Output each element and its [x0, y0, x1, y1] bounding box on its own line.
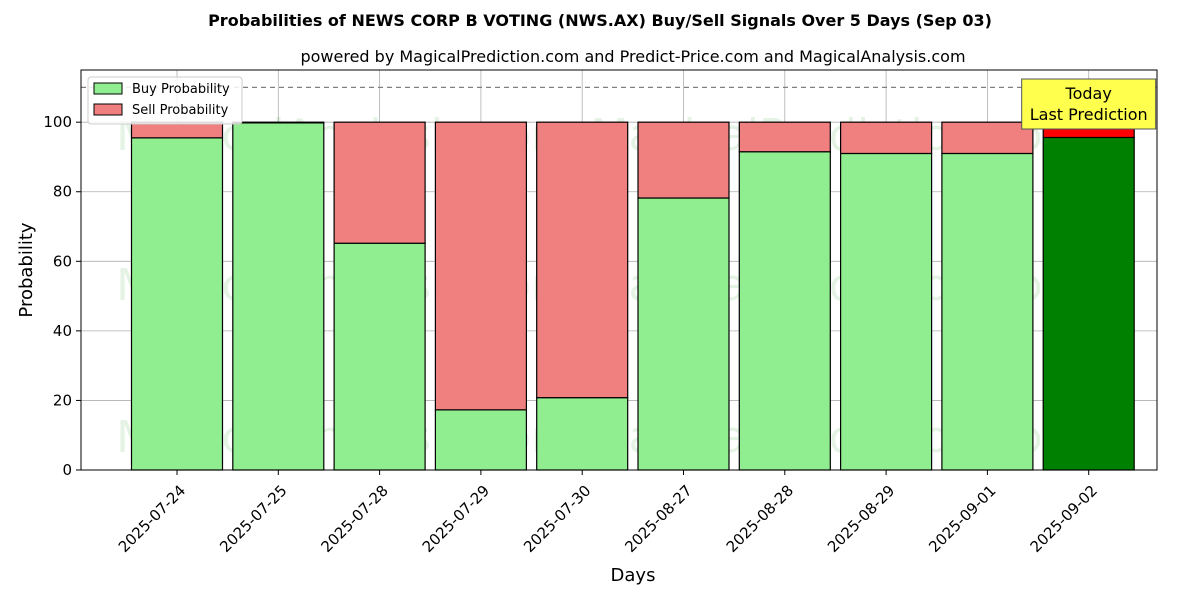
- x-tick-label: 2025-07-28: [317, 482, 391, 556]
- annotation-line-1: Today: [1065, 84, 1112, 103]
- annotation-box: [1021, 78, 1157, 130]
- legend-label: Buy Probability: [132, 82, 230, 97]
- legend-swatch: [93, 103, 123, 116]
- sell-bar: [941, 121, 1034, 155]
- annotation-line-2: Last Prediction: [1030, 105, 1148, 124]
- x-tick-label: 2025-08-27: [621, 482, 695, 556]
- x-tick-label: 2025-08-29: [824, 482, 898, 556]
- sell-bar: [434, 121, 527, 411]
- buy-bar: [333, 242, 426, 471]
- legend-swatch: [93, 82, 123, 95]
- x-tick-label: 2025-07-30: [520, 482, 594, 556]
- buy-bar: [738, 151, 831, 471]
- x-axis-label: Days: [611, 565, 656, 586]
- y-axis: 0 20 40 60 80 100: [43, 113, 81, 479]
- bars: [130, 121, 1135, 471]
- y-tick-label: 0: [62, 461, 72, 479]
- y-tick-label: 20: [53, 391, 72, 409]
- chart-subtitle: powered by MagicalPrediction.com and Pre…: [300, 47, 965, 66]
- legend-box: [87, 76, 243, 125]
- sell-bar: [637, 121, 730, 199]
- sell-bar: [536, 121, 629, 399]
- buy-bar: [1042, 136, 1135, 471]
- buy-bar: [434, 409, 527, 471]
- x-axis: 2025-07-24 2025-07-25 2025-07-28 2025-07-29…: [115, 470, 1101, 556]
- plot-frame: [80, 69, 1158, 471]
- buy-bar: [637, 197, 730, 471]
- sell-bar: [333, 121, 426, 244]
- sell-bar: [130, 121, 224, 139]
- legend-label: Sell Probability: [132, 103, 229, 118]
- y-tick-label: 60: [53, 252, 72, 270]
- x-tick-label: 2025-09-01: [925, 482, 999, 556]
- sell-bar: [232, 121, 325, 124]
- sell-bar: [738, 121, 831, 153]
- x-tick-label: 2025-08-28: [723, 482, 797, 556]
- y-tick-label: 100: [43, 113, 72, 131]
- buy-bar: [536, 397, 629, 471]
- y-tick-label: 80: [53, 183, 72, 201]
- buy-bar: [941, 152, 1034, 471]
- x-tick-label: 2025-09-02: [1027, 482, 1101, 556]
- y-axis-label: Probability: [16, 222, 37, 317]
- sell-bar: [839, 121, 933, 155]
- chart-title: Probabilities of NEWS CORP B VOTING (NWS…: [208, 11, 992, 30]
- buy-bar: [839, 152, 933, 471]
- today-annotation: Today Last Prediction: [1021, 78, 1157, 130]
- legend: Buy Probability Sell Probability: [87, 76, 243, 125]
- x-tick-label: 2025-07-24: [115, 482, 189, 556]
- buy-bar: [232, 122, 325, 471]
- x-tick-label: 2025-07-29: [419, 482, 493, 556]
- x-tick-label: 2025-07-25: [216, 482, 290, 556]
- buy-bar: [130, 137, 224, 471]
- y-tick-label: 40: [53, 322, 72, 340]
